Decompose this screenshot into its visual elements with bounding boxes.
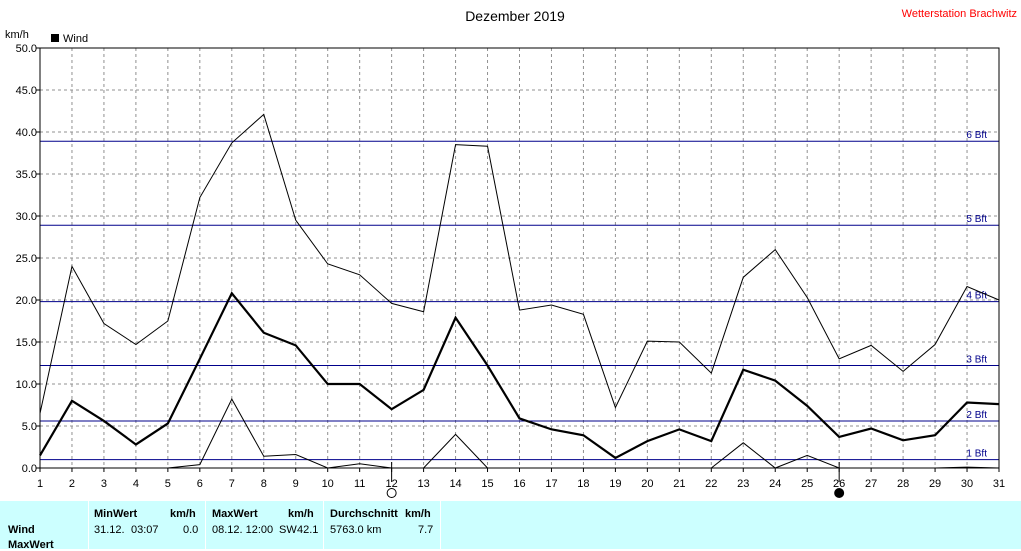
min-unit: km/h (170, 508, 196, 520)
beaufort-label: 3 Bft (966, 355, 987, 366)
stats-divider (205, 501, 206, 549)
x-tick-label: 19 (609, 478, 621, 490)
max-direction: SW (279, 524, 297, 536)
x-tick-label: 16 (513, 478, 525, 490)
x-tick-label: 14 (449, 478, 461, 490)
x-tick-label: 31 (993, 478, 1005, 490)
min-header: MinWert (94, 508, 138, 520)
y-tick-label: 45.0 (16, 85, 37, 97)
x-tick-label: 4 (133, 478, 139, 490)
x-tick-label: 29 (929, 478, 941, 490)
chart-title: Dezember 2019 (465, 8, 565, 24)
x-tick-label: 6 (197, 478, 203, 490)
x-tick-label: 30 (961, 478, 973, 490)
x-tick-label: 18 (577, 478, 589, 490)
stats-divider (88, 501, 89, 549)
stats-row-label-2: MaxWert (8, 539, 54, 551)
x-tick-label: 15 (481, 478, 493, 490)
legend-swatch (51, 34, 59, 42)
x-tick-label: 2 (69, 478, 75, 490)
y-axis-unit: km/h (5, 29, 29, 41)
x-tick-label: 11 (354, 478, 365, 490)
wind-chart: Dezember 2019 Wetterstation Brachwitz km… (5, 8, 1017, 498)
x-tick-label: 28 (897, 478, 909, 490)
min-value: 0.0 (183, 524, 199, 536)
min-time: 03:07 (131, 524, 159, 536)
series-line-mean (39, 291, 1000, 460)
stats-panel: Wind MaxWert MinWert km/h 31.12. 03:07 0… (0, 501, 1021, 551)
beaufort-label: 6 Bft (966, 130, 987, 141)
beaufort-label: 1 Bft (966, 449, 987, 460)
series-line-max (39, 113, 1000, 414)
y-tick-label: 30.0 (16, 211, 37, 223)
x-tick-label: 12 (386, 478, 398, 490)
y-tick-label: 40.0 (16, 127, 37, 139)
x-tick-label: 22 (705, 478, 717, 490)
x-tick-label: 10 (322, 478, 334, 490)
y-tick-label: 50.0 (16, 43, 37, 55)
x-tick-label: 8 (261, 478, 267, 490)
y-tick-label: 25.0 (16, 253, 37, 265)
max-value: 42.1 (297, 524, 319, 536)
y-tick-label: 35.0 (16, 169, 37, 181)
beaufort-label: 5 Bft (966, 214, 987, 225)
max-datetime: 08.12. 12:00 (212, 524, 274, 536)
x-tick-label: 27 (865, 478, 877, 490)
y-tick-label: 5.0 (22, 421, 37, 433)
legend-label: Wind (63, 33, 88, 45)
x-tick-label: 7 (229, 478, 235, 490)
beaufort-label: 2 Bft (966, 410, 987, 421)
beaufort-label: 4 Bft (966, 291, 987, 302)
avg-header: Durchschnitt (330, 508, 398, 520)
stats-divider (440, 501, 441, 549)
x-tick-label: 23 (737, 478, 749, 490)
x-tick-label: 21 (673, 478, 685, 490)
full-moon-icon (386, 488, 397, 498)
grid (40, 48, 999, 468)
stats-row-label: Wind (8, 524, 35, 536)
y-tick-label: 15.0 (16, 337, 37, 349)
x-tick-label: 9 (293, 478, 299, 490)
y-tick-labels: 0.0 5.0 10.0 15.0 20.0 25.0 30.0 35.0 40.0 45.0 50… (16, 43, 40, 475)
x-tick-label: 5 (165, 478, 171, 490)
max-header: MaxWert (212, 508, 258, 520)
min-date: 31.12. (94, 524, 125, 536)
x-tick-label: 25 (801, 478, 813, 490)
beaufort-lines: 1 Bft 2 Bft 3 Bft 4 Bft 5 Bft 6 Bft (40, 130, 999, 461)
x-tick-label: 24 (769, 478, 781, 490)
avg-distance: 5763.0 km (330, 524, 382, 536)
y-tick-label: 20.0 (16, 295, 37, 307)
x-tick-label: 26 (833, 478, 845, 490)
moon-phases (386, 462, 845, 498)
x-tick-label: 17 (545, 478, 557, 490)
stats-divider (323, 501, 324, 549)
y-tick-label: 0.0 (22, 463, 37, 475)
avg-unit: km/h (405, 508, 431, 520)
station-name: Wetterstation Brachwitz (902, 8, 1017, 20)
new-moon-icon (834, 488, 845, 498)
x-tick-label: 13 (417, 478, 429, 490)
y-tick-label: 10.0 (16, 379, 37, 391)
x-tick-label: 20 (641, 478, 653, 490)
x-tick-label: 3 (101, 478, 107, 490)
x-tick-label: 1 (37, 478, 43, 490)
max-unit: km/h (288, 508, 314, 520)
x-tick-labels: 1 2 3 4 5 6 7 8 9 10 11 12 13 14 15 16 17 18 19 20 21 22 23 24 2… (37, 468, 1005, 490)
avg-value: 7.7 (418, 524, 434, 536)
